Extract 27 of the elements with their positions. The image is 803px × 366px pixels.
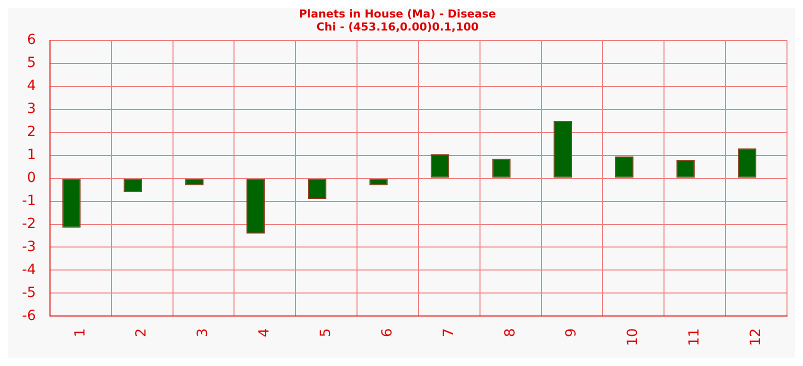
y-tick-label: 0 bbox=[27, 170, 36, 186]
y-tick-label: -2 bbox=[22, 216, 36, 232]
x-tick-label: 10 bbox=[625, 328, 642, 346]
x-tick-label: 7 bbox=[440, 328, 457, 338]
y-tick-label: -3 bbox=[22, 238, 36, 255]
y-tick-label: 2 bbox=[27, 124, 36, 140]
x-tick-label: 3 bbox=[195, 328, 212, 338]
chart-subtitle: Chi - (453.16,0.00)0.1,100 bbox=[316, 20, 480, 34]
y-tick-label: -6 bbox=[22, 308, 36, 324]
y-tick-label: 4 bbox=[27, 78, 36, 94]
x-tick-label: 4 bbox=[256, 328, 273, 338]
x-tick-label: 9 bbox=[564, 328, 580, 338]
y-tick-label: 6 bbox=[27, 32, 36, 48]
x-tick-label: 2 bbox=[134, 328, 150, 338]
x-tick-label: 11 bbox=[686, 328, 703, 346]
x-tick-label: 6 bbox=[379, 328, 396, 338]
y-tick-label: 1 bbox=[27, 146, 36, 163]
x-tick-label: 1 bbox=[72, 328, 88, 338]
x-tick-label: 8 bbox=[502, 328, 518, 338]
y-tick-label: -4 bbox=[22, 262, 36, 278]
y-tick-label: 3 bbox=[27, 100, 36, 117]
y-tick-label: 5 bbox=[27, 55, 36, 72]
y-tick-label: -1 bbox=[22, 192, 36, 209]
y-tick-label: -5 bbox=[22, 284, 36, 301]
chart-title: Planets in House (Ma) - Disease bbox=[298, 7, 496, 20]
x-tick-label: 12 bbox=[748, 328, 764, 346]
x-tick-label: 5 bbox=[318, 328, 334, 338]
